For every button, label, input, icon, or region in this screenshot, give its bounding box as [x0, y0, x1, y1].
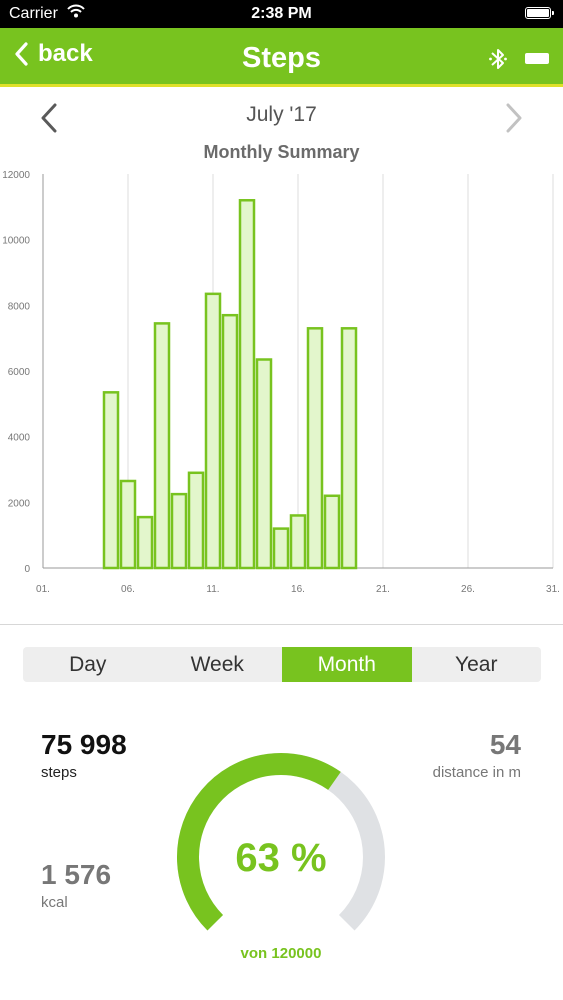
- carrier-label: Carrier: [9, 5, 58, 22]
- y-tick-label: 12000: [2, 170, 30, 181]
- status-battery-icon: [525, 7, 554, 19]
- wifi-icon: [67, 4, 85, 18]
- month-selector: July '17: [0, 87, 563, 147]
- x-tick-label: 01.: [36, 584, 50, 595]
- y-tick-label: 6000: [8, 367, 31, 378]
- battery-icon[interactable]: [525, 53, 549, 64]
- chart-bar: [238, 199, 256, 570]
- chart-bar: [153, 322, 171, 570]
- x-tick-label: 06.: [121, 584, 135, 595]
- status-bar: Carrier 2:38 PM: [0, 0, 563, 28]
- chart-bar: [323, 494, 341, 570]
- steps-value: 75 998: [41, 729, 127, 760]
- next-month-button[interactable]: [503, 102, 525, 134]
- period-segmented-control: Day Week Month Year: [23, 647, 541, 682]
- chart-bar: [255, 358, 273, 570]
- chart-bar: [306, 327, 324, 570]
- gauge-fill: [177, 753, 341, 931]
- steps-bar-chart: 01. 06. 11. 16. 21. 26. 31. 0 2000 4000 6000 8000 10…: [2, 170, 560, 595]
- x-tick-label: 11.: [206, 584, 219, 595]
- chart-bar: [340, 327, 358, 570]
- y-tick-label: 4000: [8, 433, 31, 444]
- chart-bar: [221, 313, 239, 570]
- status-time: 2:38 PM: [251, 5, 312, 22]
- chart-bar: [170, 492, 188, 570]
- chart-bar: [204, 292, 222, 570]
- distance-value: 54: [489, 729, 521, 760]
- x-tick-label: 31.: [546, 584, 560, 595]
- y-tick-label: 10000: [2, 236, 30, 247]
- goal-progress-gauge: [177, 753, 385, 931]
- x-tick-label: 21.: [376, 584, 390, 595]
- kcal-stat: 1 576 kcal: [41, 859, 111, 911]
- chart-bar: [187, 471, 205, 570]
- chart-bar: [289, 514, 307, 570]
- tab-week[interactable]: Week: [190, 653, 244, 676]
- previous-month-button[interactable]: [38, 102, 60, 134]
- y-tick-label: 2000: [8, 498, 31, 509]
- chart-bar: [136, 515, 154, 570]
- chart-title: Monthly Summary: [203, 142, 360, 162]
- y-tick-label: 0: [24, 564, 30, 575]
- goal-target: von 120000: [240, 945, 322, 962]
- distance-stat: 54 distance in m: [433, 729, 521, 781]
- distance-label: distance in m: [432, 764, 521, 781]
- steps-stat: 75 998 steps: [41, 729, 127, 781]
- tab-month[interactable]: Month: [282, 647, 412, 682]
- tab-day[interactable]: Day: [69, 653, 107, 676]
- y-tick-label: 8000: [8, 301, 31, 312]
- chart-bar: [272, 527, 290, 570]
- kcal-value: 1 576: [41, 859, 112, 890]
- nav-bar: back Steps: [0, 28, 563, 87]
- chart-bar: [119, 479, 137, 570]
- bluetooth-icon[interactable]: [488, 47, 508, 71]
- divider: [0, 624, 563, 625]
- back-label: back: [38, 40, 93, 67]
- goal-percent: 63 %: [235, 836, 327, 880]
- tab-year[interactable]: Year: [455, 653, 498, 676]
- kcal-label: kcal: [41, 894, 68, 911]
- x-tick-label: 26.: [461, 584, 475, 595]
- chevron-left-icon: [15, 42, 28, 66]
- chart-bar: [102, 391, 120, 570]
- back-button[interactable]: back: [14, 40, 93, 68]
- x-tick-label: 16.: [291, 584, 305, 595]
- month-label: July '17: [246, 103, 317, 126]
- steps-label: steps: [41, 764, 77, 781]
